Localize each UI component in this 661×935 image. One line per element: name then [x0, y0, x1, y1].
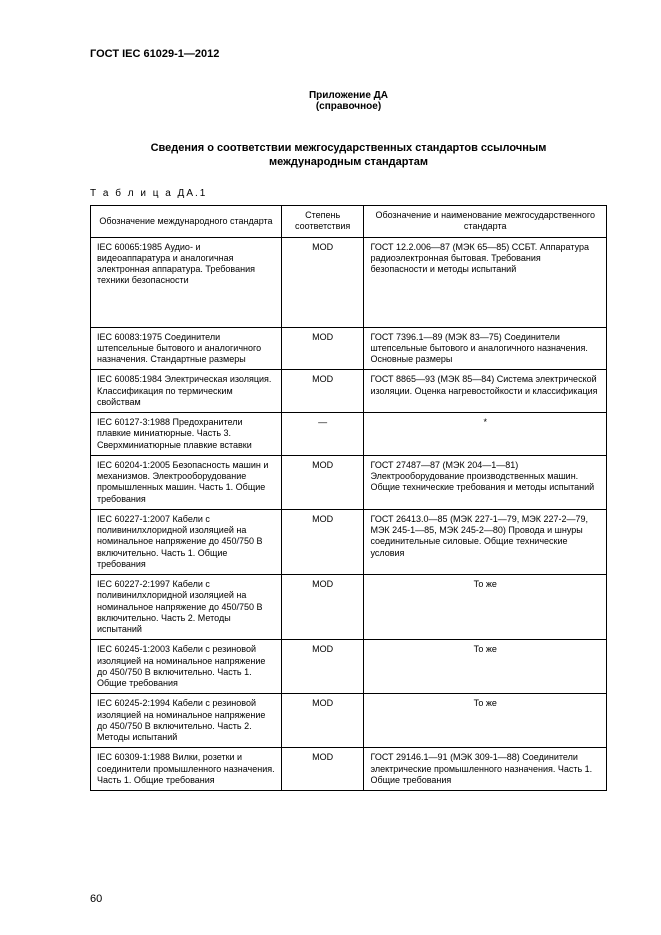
table-row: IEC 60065:1985 Аудио- и видеоаппаратура … [91, 237, 607, 327]
cell-intl-standard: IEC 60065:1985 Аудио- и видеоаппаратура … [91, 237, 282, 327]
page-title-line1: Сведения о соответствии межгосударственн… [90, 142, 607, 154]
col-header-intl: Обозначение международного стандарта [91, 206, 282, 238]
cell-degree: MOD [281, 509, 364, 574]
cell-gost-standard: ГОСТ 8865—93 (МЭК 85—84) Система электри… [364, 370, 607, 413]
annex-note: (справочное) [90, 101, 607, 112]
col-header-gost: Обозначение и наименование межгосударств… [364, 206, 607, 238]
table-row: IEC 60085:1984 Электрическая изоляция. К… [91, 370, 607, 413]
cell-intl-standard: IEC 60227-1:2007 Кабели с поливинилхлори… [91, 509, 282, 574]
cell-gost-standard: * [364, 413, 607, 456]
cell-gost-standard: То же [364, 694, 607, 748]
cell-intl-standard: IEC 60245-1:2003 Кабели с резиновой изол… [91, 640, 282, 694]
table-header-row: Обозначение международного стандарта Сте… [91, 206, 607, 238]
cell-gost-standard: То же [364, 640, 607, 694]
table-caption: Т а б л и ц а ДА.1 [90, 188, 607, 199]
table-row: IEC 60204-1:2005 Безопасность машин и ме… [91, 455, 607, 509]
cell-gost-standard: То же [364, 575, 607, 640]
cell-degree: MOD [281, 327, 364, 370]
cell-degree: MOD [281, 575, 364, 640]
cell-intl-standard: IEC 60309-1:1988 Вилки, розетки и соедин… [91, 748, 282, 791]
cell-gost-standard: ГОСТ 26413.0—85 (МЭК 227-1—79, МЭК 227-2… [364, 509, 607, 574]
table-row: IEC 60309-1:1988 Вилки, розетки и соедин… [91, 748, 607, 791]
cell-degree: MOD [281, 694, 364, 748]
cell-gost-standard: ГОСТ 7396.1—89 (МЭК 83—75) Соединители ш… [364, 327, 607, 370]
table-row: IEC 60083:1975 Соединители штепсельные б… [91, 327, 607, 370]
cell-intl-standard: IEC 60227-2:1997 Кабели с поливинилхлори… [91, 575, 282, 640]
cell-intl-standard: IEC 60083:1975 Соединители штепсельные б… [91, 327, 282, 370]
col-header-degree: Степень соответствия [281, 206, 364, 238]
cell-gost-standard: ГОСТ 12.2.006—87 (МЭК 65—85) ССБТ. Аппар… [364, 237, 607, 327]
cell-degree: MOD [281, 455, 364, 509]
standards-table: Обозначение международного стандарта Сте… [90, 205, 607, 791]
table-row: IEC 60245-2:1994 Кабели с резиновой изол… [91, 694, 607, 748]
table-row: IEC 60245-1:2003 Кабели с резиновой изол… [91, 640, 607, 694]
page-number: 60 [90, 893, 102, 905]
cell-gost-standard: ГОСТ 29146.1—91 (МЭК 309-1—88) Соедините… [364, 748, 607, 791]
page-title-line2: международным стандартам [90, 156, 607, 168]
cell-degree: MOD [281, 370, 364, 413]
annex-heading: Приложение ДА [90, 90, 607, 101]
cell-gost-standard: ГОСТ 27487—87 (МЭК 204—1—81) Электрообор… [364, 455, 607, 509]
table-row: IEC 60227-1:2007 Кабели с поливинилхлори… [91, 509, 607, 574]
cell-degree: MOD [281, 640, 364, 694]
page: ГОСТ IEC 61029-1—2012 Приложение ДА (спр… [0, 0, 661, 935]
cell-intl-standard: IEC 60085:1984 Электрическая изоляция. К… [91, 370, 282, 413]
table-body: IEC 60065:1985 Аудио- и видеоаппаратура … [91, 237, 607, 791]
cell-intl-standard: IEC 60127-3:1988 Предохранители плавкие … [91, 413, 282, 456]
cell-intl-standard: IEC 60204-1:2005 Безопасность машин и ме… [91, 455, 282, 509]
table-row: IEC 60227-2:1997 Кабели с поливинилхлори… [91, 575, 607, 640]
cell-degree: MOD [281, 748, 364, 791]
document-id: ГОСТ IEC 61029-1—2012 [90, 48, 607, 60]
cell-intl-standard: IEC 60245-2:1994 Кабели с резиновой изол… [91, 694, 282, 748]
cell-degree: — [281, 413, 364, 456]
cell-degree: MOD [281, 237, 364, 327]
table-row: IEC 60127-3:1988 Предохранители плавкие … [91, 413, 607, 456]
